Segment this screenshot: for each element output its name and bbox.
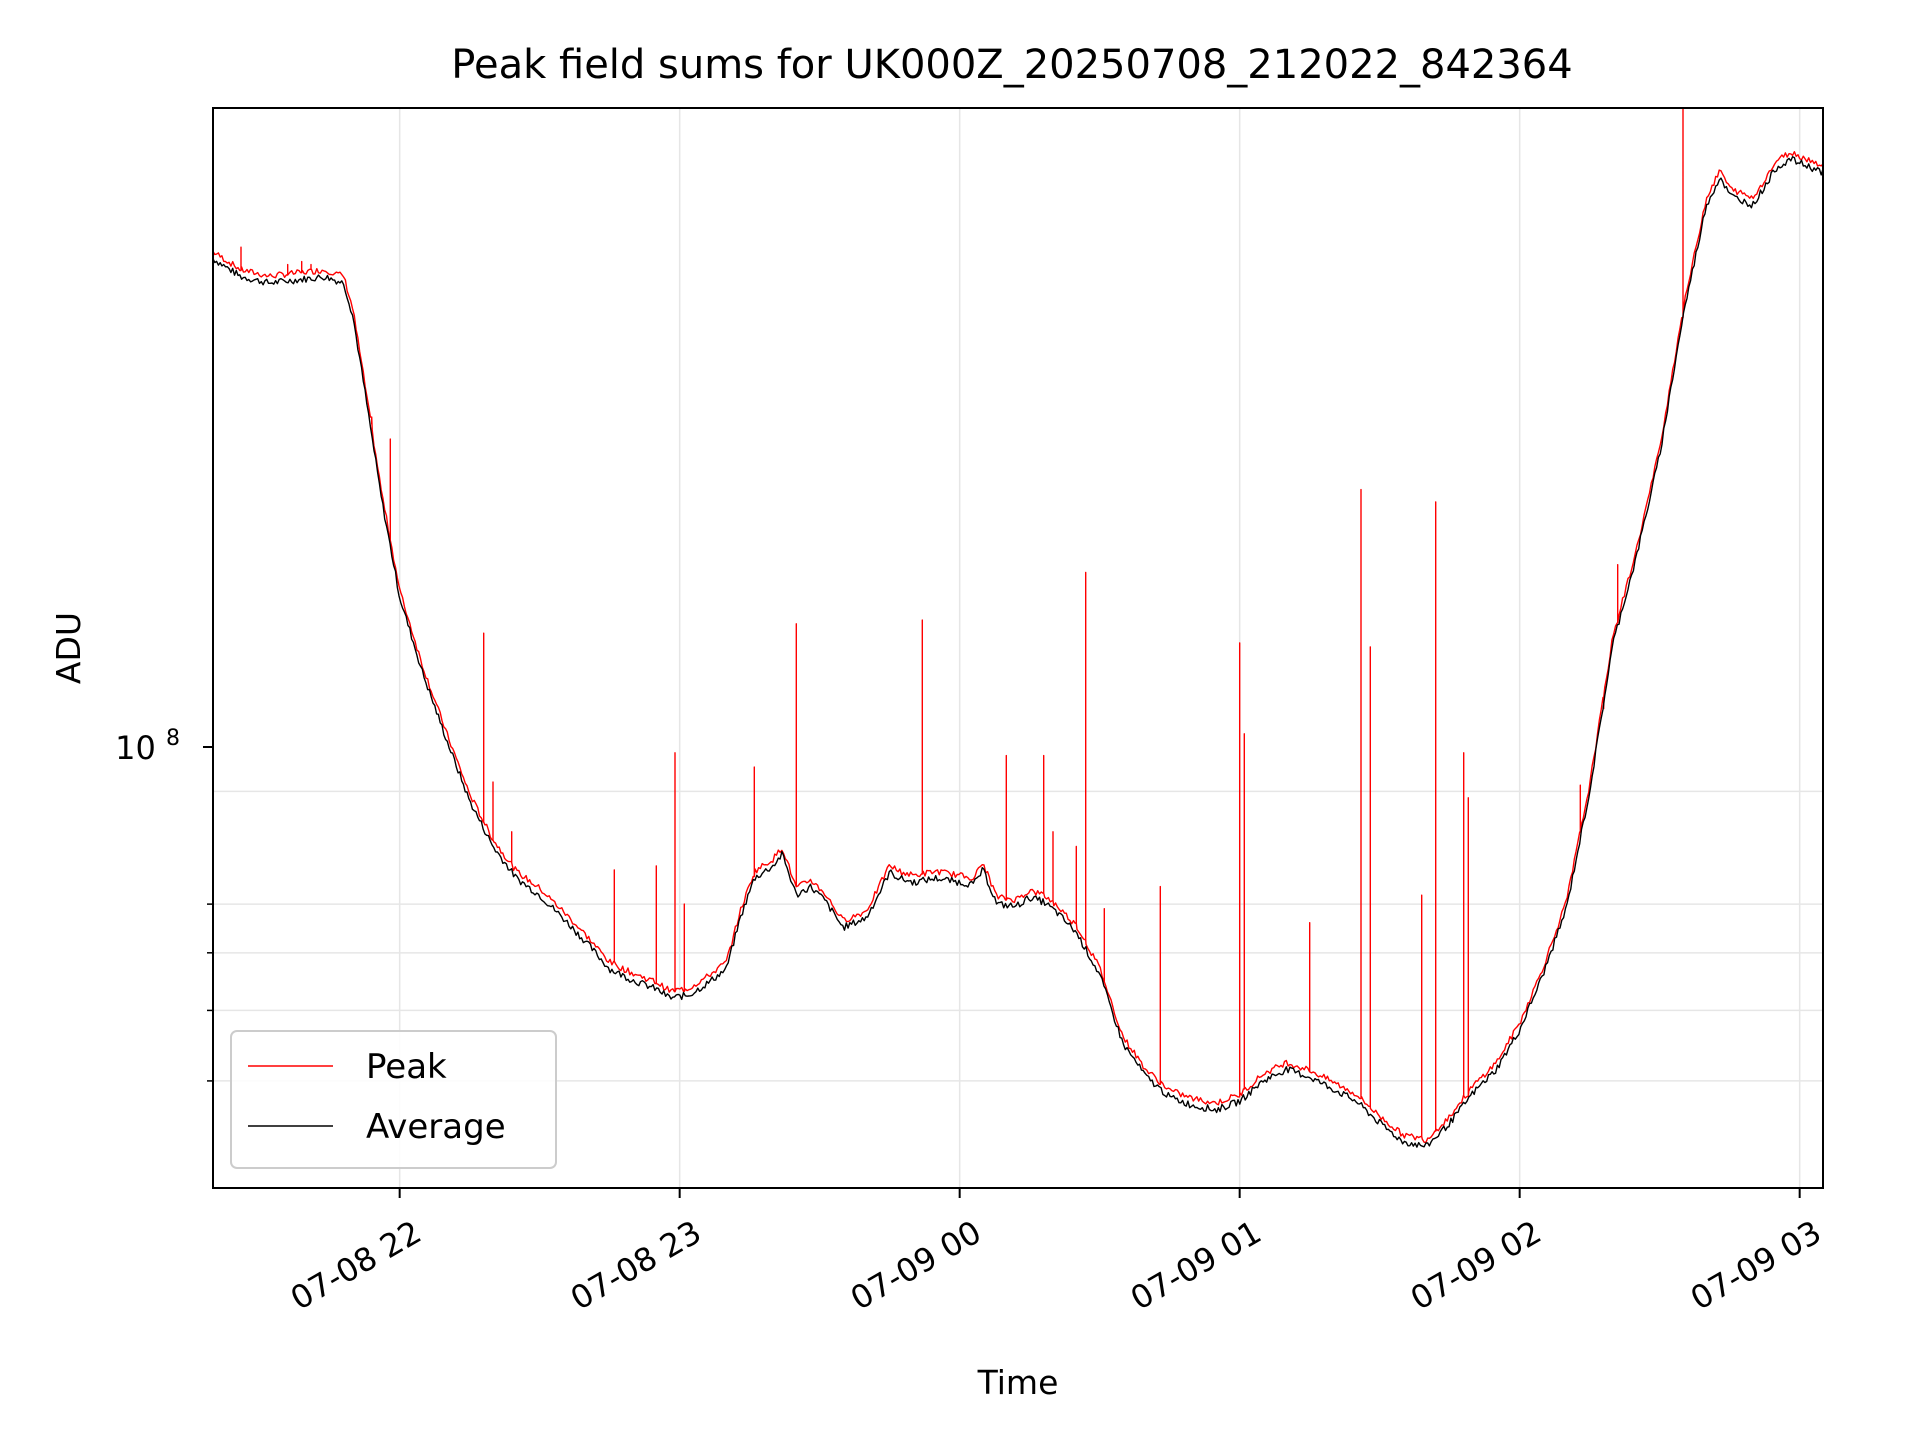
average-series-line [212, 156, 1824, 1148]
x-tick-label: 07-09 03 [1684, 1213, 1828, 1318]
x-axis-ticks: 07-08 22 07-08 23 07-09 00 07-09 01 07-09 02… [284, 1188, 1828, 1318]
plot-frame [212, 107, 1824, 1189]
y-tick-label: 10 8 [115, 726, 180, 767]
grid-lines [213, 108, 1823, 1188]
y-tick-label-exponent: 8 [166, 726, 180, 751]
y-axis-label: ADU [49, 612, 88, 684]
y-axis-ticks: 10 8 [115, 726, 213, 1082]
x-tick-label: 07-09 01 [1124, 1213, 1268, 1318]
x-tick-label: 07-09 02 [1404, 1213, 1548, 1318]
legend: Peak Average [230, 1030, 557, 1169]
x-tick-label: 07-08 22 [284, 1213, 428, 1318]
legend-peak-label: Peak [366, 1047, 447, 1087]
y-tick-label-base: 10 [115, 729, 156, 767]
chart-title: Peak field sums for UK000Z_20250708_2120… [451, 42, 1572, 88]
x-tick-label: 07-08 23 [564, 1213, 708, 1318]
peak-series-line [212, 107, 1824, 1144]
x-tick-label: 07-09 00 [844, 1213, 988, 1318]
legend-average-label: Average [366, 1107, 506, 1147]
plot-area [212, 107, 1824, 1148]
x-axis-label: Time [977, 1363, 1059, 1402]
